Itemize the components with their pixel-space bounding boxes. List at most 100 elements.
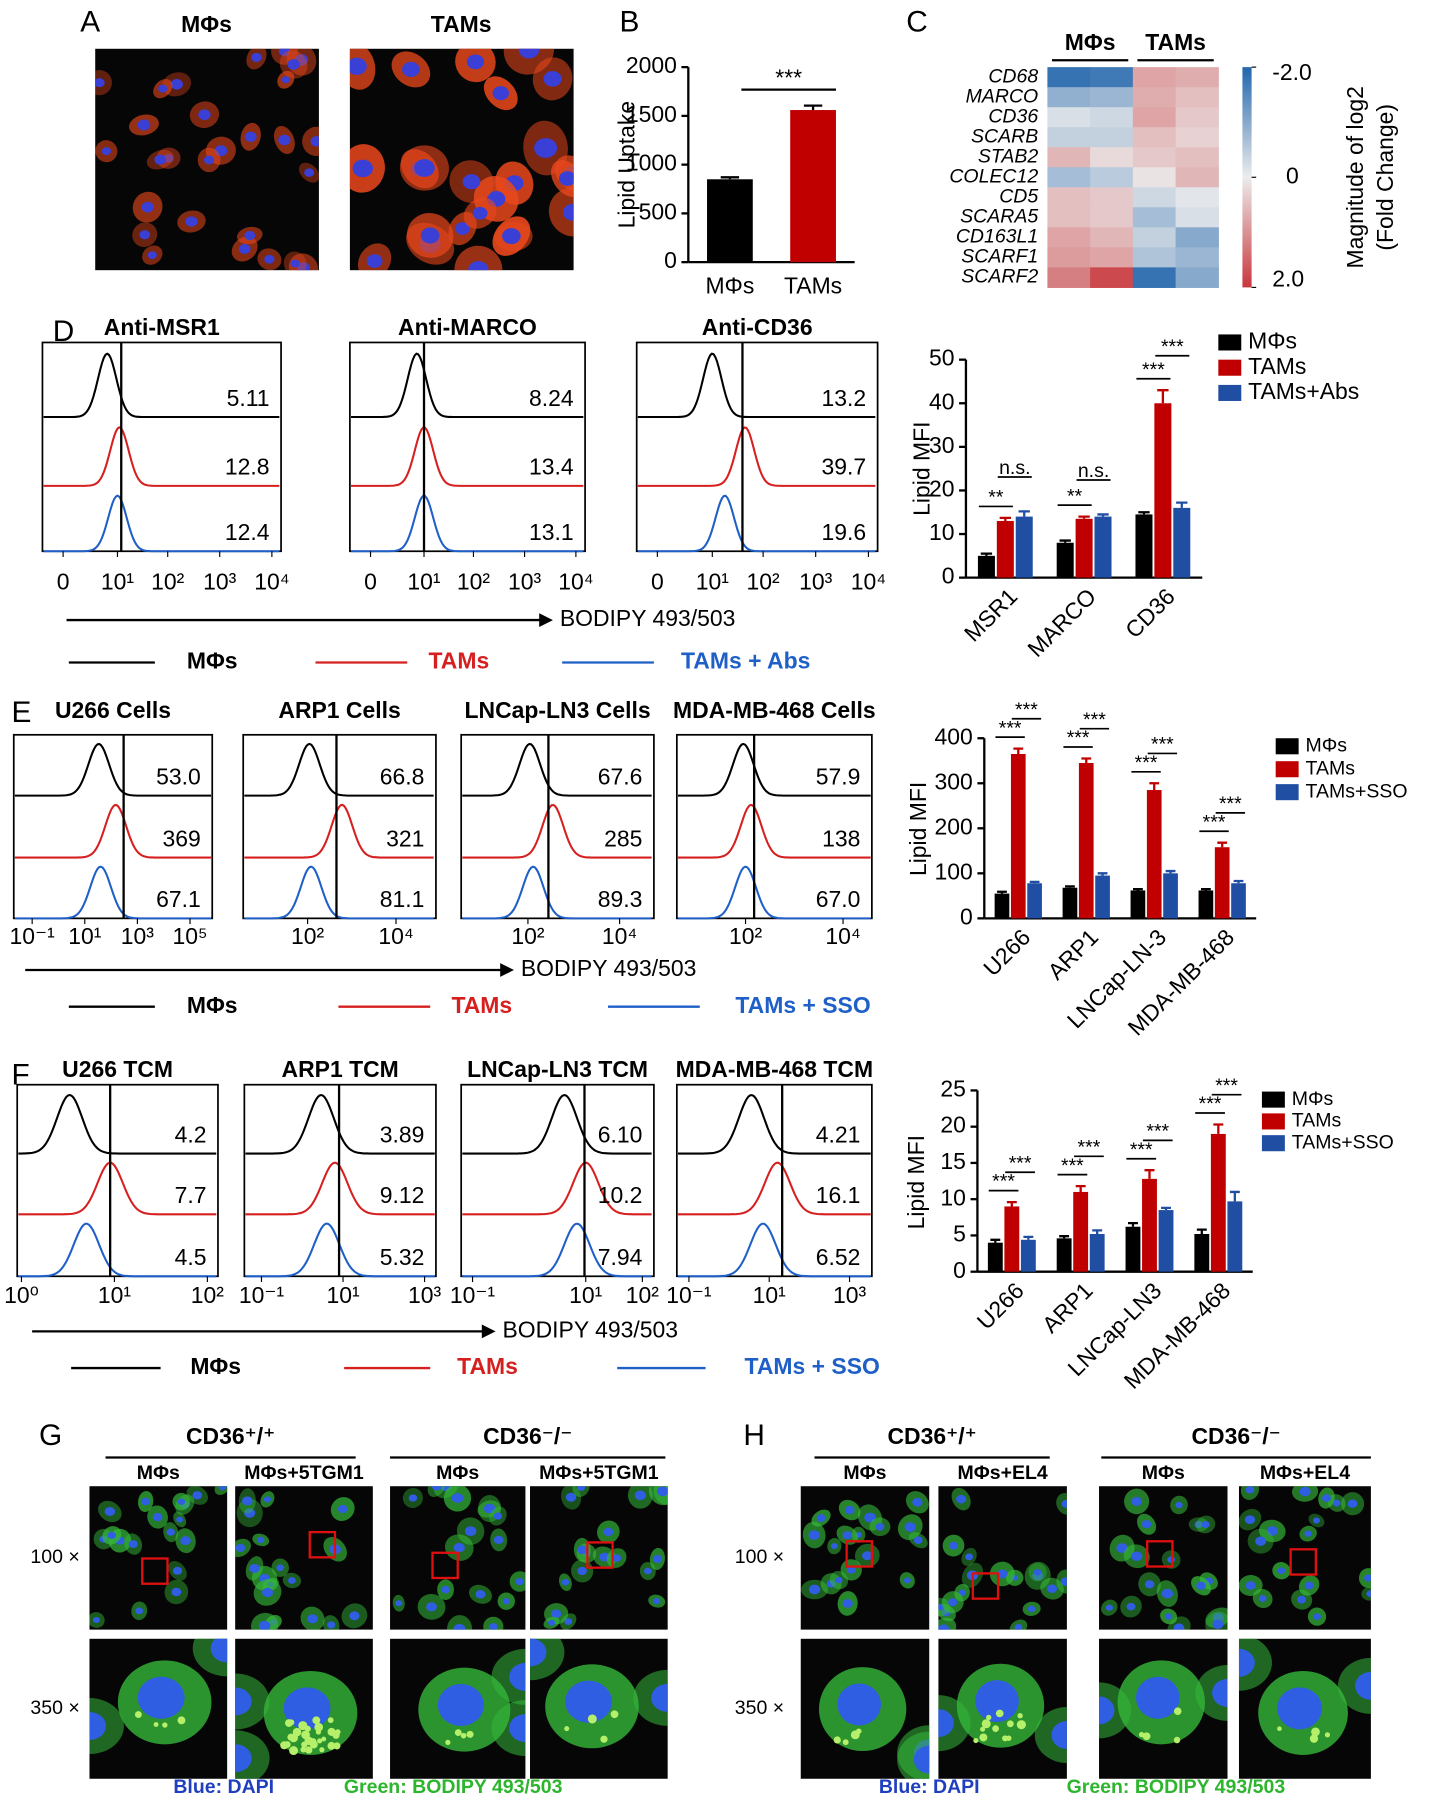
nucleus [249, 1563, 260, 1573]
y-tick-label: 2000 [626, 52, 677, 78]
lipid-droplet [1142, 1732, 1151, 1741]
significance: ** [988, 487, 1004, 509]
lipid-droplet [981, 1719, 991, 1729]
x-tick-label: 10² [457, 568, 491, 594]
histogram-curve [244, 742, 434, 797]
cell [633, 1669, 668, 1726]
lipid-droplet [327, 1741, 336, 1750]
heat-cell [1175, 227, 1219, 248]
nucleus [352, 159, 373, 178]
bar [1056, 1238, 1072, 1272]
error-bar [980, 552, 993, 556]
bar [1078, 763, 1094, 919]
lipid-droplet [1016, 1720, 1026, 1730]
nucleus [304, 168, 315, 177]
nucleus [141, 201, 154, 213]
x-tick-label: 10³ [799, 568, 833, 594]
error-bar [1097, 872, 1108, 876]
nucleus [551, 1609, 562, 1619]
legend-label: TAMs+Abs [1248, 378, 1359, 404]
significance: *** [1219, 793, 1242, 815]
error-bar [1144, 1169, 1155, 1179]
histogram-curve [43, 426, 280, 487]
lipid-droplet [288, 1719, 295, 1726]
nucleus [842, 1531, 853, 1540]
nucleus [1167, 1556, 1175, 1563]
lipid-droplet [980, 1726, 986, 1732]
nucleus [530, 1638, 547, 1667]
nucleus [1277, 1687, 1323, 1730]
lipid-droplet [985, 1714, 992, 1721]
row-label: 100 × [30, 1546, 79, 1568]
nucleus [1141, 1520, 1152, 1529]
nucleus [489, 1623, 498, 1630]
lipid-droplet [445, 1739, 451, 1745]
lipid-droplet [319, 1747, 325, 1753]
cell [235, 1673, 270, 1730]
histogram-curve [677, 1161, 871, 1216]
nucleus [288, 1577, 296, 1584]
lipid-droplet [298, 1721, 308, 1731]
error-bar [999, 516, 1012, 521]
gate-value: 66.8 [380, 763, 425, 789]
heat-cell [1132, 147, 1177, 168]
gate-value: 285 [604, 825, 642, 851]
y-tick-label: 0 [664, 247, 677, 273]
nucleus [515, 1577, 524, 1586]
error-bar [1059, 539, 1071, 543]
nucleus [92, 1617, 100, 1624]
x-tick-label: 10² [729, 923, 763, 949]
histogram-curve [677, 865, 871, 920]
nucleus [462, 174, 481, 190]
nucleus [1245, 1486, 1255, 1494]
column-label: MΦs [843, 1462, 886, 1484]
nucleus [652, 1554, 663, 1563]
gate-value: 81.1 [380, 886, 425, 912]
significance: n.s. [1078, 460, 1109, 482]
error-bar [1149, 782, 1160, 791]
column-label: MΦs [1142, 1462, 1185, 1484]
lipid-droplet [856, 1728, 862, 1734]
x-tick-label: 10⁻¹ [666, 1282, 712, 1308]
nucleus [244, 230, 256, 241]
heat-cell [1132, 247, 1177, 268]
nucleus [634, 1490, 646, 1501]
y-tick-label: 30 [929, 432, 955, 458]
nucleus [502, 1598, 510, 1605]
nucleus [875, 1523, 885, 1531]
micrograph [89, 1486, 228, 1628]
lipid-droplet [564, 1726, 570, 1732]
nucleus [203, 155, 215, 165]
x-axis-label: BODIPY 493/503 [502, 1316, 678, 1342]
legend-swatch [1261, 1135, 1285, 1152]
error-bar [1013, 747, 1024, 755]
gate-value: 12.4 [225, 519, 270, 545]
y-tick-label: 100 [935, 858, 973, 884]
plot-title: U266 Cells [55, 697, 171, 723]
nucleus [466, 54, 485, 70]
x-axis-label: BODIPY 493/503 [521, 955, 697, 981]
histogram-curve [244, 803, 434, 859]
gate-value: 138 [822, 825, 860, 851]
y-axis-label: Lipid MFI [905, 782, 931, 876]
error-bar [1078, 515, 1090, 519]
bar [1094, 516, 1112, 578]
heat-cell [1090, 227, 1134, 248]
nucleus [154, 154, 167, 165]
heat-cell [1132, 167, 1177, 188]
gate-value: 7.7 [175, 1182, 207, 1208]
nucleus [603, 1527, 614, 1537]
zoom-box [1146, 1540, 1174, 1568]
lipid-droplet [1173, 1707, 1182, 1715]
gate-value: 321 [386, 825, 424, 851]
zoom-box [586, 1541, 614, 1569]
nucleus [420, 227, 440, 244]
nucleus [104, 1506, 116, 1517]
x-tick-label: 10³ [833, 1282, 867, 1308]
bar [996, 520, 1014, 578]
nucleus [281, 76, 290, 84]
legend-swatch [1261, 1091, 1285, 1108]
legend-label: MΦs [187, 992, 238, 1018]
micrograph [392, 1486, 526, 1630]
error-bar [1217, 841, 1228, 848]
